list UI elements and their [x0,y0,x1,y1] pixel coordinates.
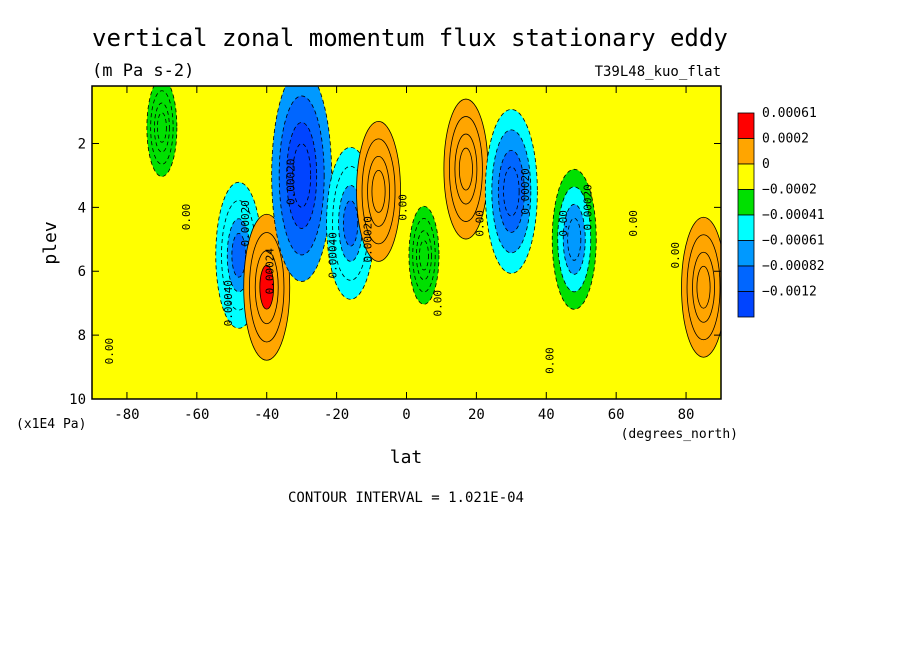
x-tick-label: -80 [114,407,139,423]
field-feature [443,98,489,240]
legend-swatch [737,240,755,267]
legend-swatch [737,138,755,165]
contour-region [259,264,275,310]
contour-value-label: 0.00020 [362,216,375,262]
contour-interval-note: CONTOUR INTERVAL = 1.021E-04 [288,490,524,506]
contour-region [292,143,312,208]
run-label: T39L48_kuo_flat [595,64,721,80]
x-axis: -80 -60 -40 -20 0 20 40 60 80 [114,86,694,423]
x-tick-label: 0 [402,407,410,423]
field-feature [408,205,440,305]
contour-value-label: 0.00020 [582,184,595,230]
contour-value-label: 0.00 [473,210,486,237]
contour-region [342,200,359,247]
y-tick-label: 4 [78,200,86,216]
y-axis-units: (x1E4 Pa) [16,417,86,432]
contour-value-label: 0.00020 [519,168,532,214]
contour-value-label: 0.00 [557,210,570,237]
contour-region [458,147,473,191]
legend-swatch [737,265,755,292]
contour-value-label: 0.00 [180,204,193,231]
contour-value-label: 0.00 [431,290,444,317]
legend-swatch [737,189,755,216]
legend-swatch [737,214,755,241]
legend-label: 0 [762,157,770,172]
y-tick-label: 8 [78,328,86,344]
contour-value-label: 0.00 [627,210,640,237]
field-feature [146,86,178,177]
legend-swatch [737,291,755,318]
x-tick-label: 20 [468,407,485,423]
field-feature [243,213,291,361]
contour-value-label: 0.00020 [285,159,298,205]
plot-background [92,86,721,399]
field-feature [551,168,597,310]
x-tick-label: 60 [608,407,625,423]
contour-value-label: 0.00 [397,194,410,221]
contour-value-label: 0.00040 [327,232,340,278]
chart-title: vertical zonal momentum flux stationary … [92,24,728,52]
field-feature [356,120,401,262]
legend-label: −0.0002 [762,183,817,198]
contour-value-label: 0.00020 [239,200,252,246]
y-axis: 2 4 6 8 10 [69,136,721,408]
legend-label: −0.00061 [762,234,825,249]
contour-value-label: 0.00 [103,338,116,365]
x-tick-label: 80 [678,407,695,423]
contour-value-label: 0.00024 [264,248,277,295]
chart-subtitle: (m Pa s-2) [92,61,194,81]
field-feature [484,108,538,274]
contour-region [419,240,429,271]
contour-region [371,169,386,213]
contour-region [503,166,520,217]
color-legend: 0.00061 0.0002 0 −0.0002 −0.00041 −0.00061 −0.… [737,106,825,318]
contour-region [156,112,167,143]
legend-label: −0.00082 [762,259,825,274]
contour-region [567,217,582,261]
x-tick-label: -40 [254,407,279,423]
x-tick-label: 40 [538,407,555,423]
x-tick-label: -20 [324,407,349,423]
legend-label: 0.0002 [762,132,809,147]
y-tick-label: 6 [78,264,86,280]
legend-label: −0.00041 [762,208,825,223]
legend-label: −0.0012 [762,285,817,300]
x-tick-label: -60 [184,407,209,423]
y-tick-label: 2 [78,136,86,152]
field-feature [271,86,333,282]
y-axis-label: plev [40,221,61,264]
plot-area: 0.00 0.00 0.00040 0.00020 0.00024 0.00020 0.00… [91,85,722,400]
legend-swatch [737,112,755,139]
x-axis-units: (degrees_north) [621,427,738,442]
contour-value-label: 0.00040 [222,280,235,326]
y-tick-label: 10 [69,392,86,408]
contour-region [696,265,711,309]
field-feature [681,216,721,358]
contour-value-label: 0.00 [543,347,556,374]
legend-swatch [737,163,755,190]
contour-value-label: 0.00 [669,242,682,269]
x-axis-label: lat [390,447,423,468]
legend-label: 0.00061 [762,106,817,121]
